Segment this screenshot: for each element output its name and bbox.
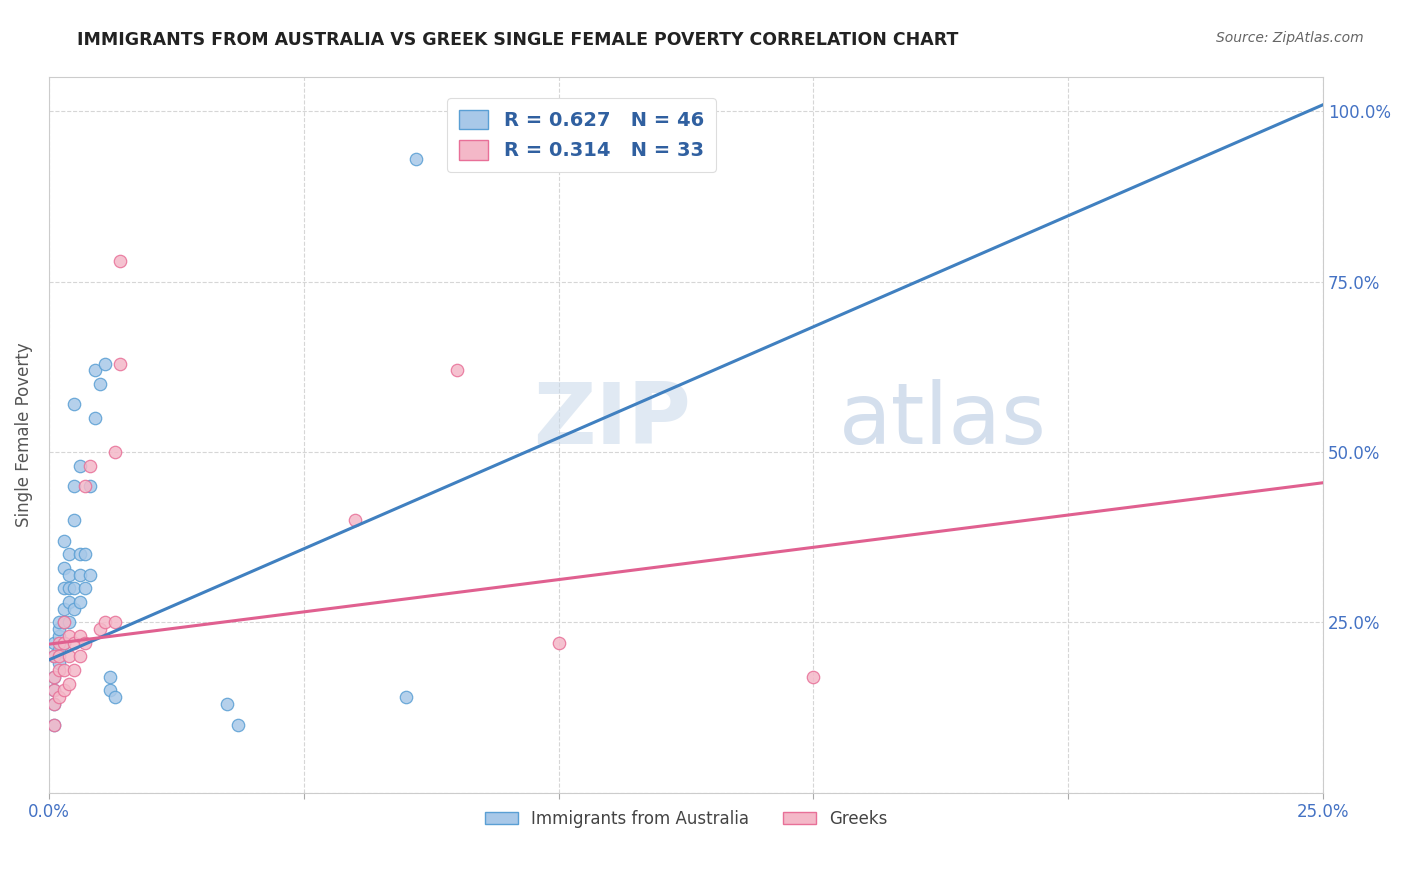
Point (58, 629, 80, 643)
Point (53, 615, 76, 630)
Point (48, 657, 70, 671)
Point (110, 254, 132, 268)
Point (58, 595, 80, 609)
Point (42, 649, 65, 664)
Point (343, 513, 366, 527)
Point (89, 376, 111, 391)
Point (395, 690, 418, 705)
Point (48, 636, 70, 650)
Point (69, 458, 91, 473)
Point (48, 649, 70, 664)
Y-axis label: Single Female Poverty: Single Female Poverty (15, 343, 32, 527)
Point (89, 622, 111, 636)
Point (53, 663, 76, 677)
Point (53, 582, 76, 596)
Point (69, 567, 91, 582)
Point (226, 717, 249, 731)
Point (58, 615, 80, 630)
Point (73, 547, 96, 561)
Point (42, 683, 65, 698)
Point (42, 649, 65, 664)
Point (53, 683, 76, 698)
Text: atlas: atlas (839, 379, 1047, 462)
Point (104, 615, 127, 630)
Point (58, 582, 80, 596)
Point (63, 397, 86, 411)
Point (98, 683, 121, 698)
Text: ZIP: ZIP (533, 379, 690, 462)
Point (217, 697, 239, 711)
Point (48, 663, 70, 677)
Point (48, 622, 70, 636)
Point (104, 445, 127, 459)
Point (83, 411, 105, 425)
Point (53, 601, 76, 615)
Point (803, 670, 825, 684)
Point (79, 567, 101, 582)
Point (42, 717, 65, 731)
Point (73, 479, 96, 493)
Point (98, 670, 121, 684)
Point (48, 690, 70, 705)
Point (48, 642, 70, 657)
Point (42, 670, 65, 684)
Point (63, 513, 86, 527)
Point (69, 547, 91, 561)
Point (63, 663, 86, 677)
Point (42, 697, 65, 711)
Point (110, 357, 132, 371)
Point (58, 567, 80, 582)
Point (53, 533, 76, 548)
Point (58, 547, 80, 561)
Point (42, 636, 65, 650)
Point (69, 649, 91, 664)
Point (79, 458, 101, 473)
Point (63, 479, 86, 493)
Point (42, 697, 65, 711)
Point (53, 636, 76, 650)
Text: Source: ZipAtlas.com: Source: ZipAtlas.com (1216, 31, 1364, 45)
Point (42, 717, 65, 731)
Point (53, 561, 76, 575)
Point (58, 676, 80, 690)
Point (69, 595, 91, 609)
Point (42, 683, 65, 698)
Point (53, 636, 76, 650)
Point (547, 636, 569, 650)
Point (104, 690, 127, 705)
Point (79, 479, 101, 493)
Point (42, 670, 65, 684)
Point (73, 636, 96, 650)
Point (58, 649, 80, 664)
Point (73, 582, 96, 596)
Legend: Immigrants from Australia, Greeks: Immigrants from Australia, Greeks (478, 803, 894, 834)
Point (446, 363, 468, 377)
Point (48, 615, 70, 630)
Point (405, 152, 427, 166)
Point (69, 629, 91, 643)
Point (63, 582, 86, 596)
Point (63, 636, 86, 650)
Point (83, 363, 105, 377)
Point (48, 629, 70, 643)
Point (63, 601, 86, 615)
Point (53, 615, 76, 630)
Point (94, 615, 117, 630)
Point (94, 357, 117, 371)
Text: IMMIGRANTS FROM AUSTRALIA VS GREEK SINGLE FEMALE POVERTY CORRELATION CHART: IMMIGRANTS FROM AUSTRALIA VS GREEK SINGL… (77, 31, 959, 49)
